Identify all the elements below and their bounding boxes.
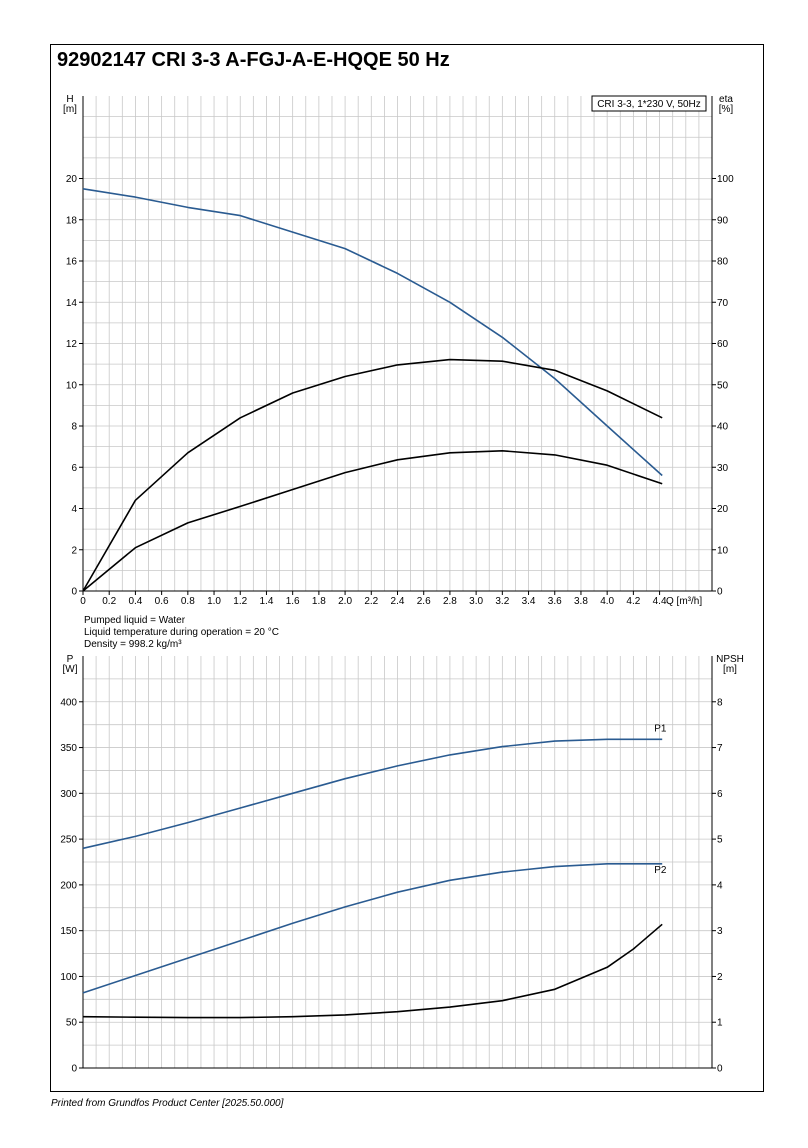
y-tick-label-left: 350: [60, 743, 77, 754]
y-tick-label-left: 400: [60, 697, 77, 708]
y-tick-label-left: 300: [60, 789, 77, 800]
x-axis-title: Q [m³/h]: [666, 596, 702, 607]
x-tick-label: 2.2: [364, 596, 378, 607]
y-tick-label-left: 150: [60, 926, 77, 937]
y-axis-unit-right: [m]: [723, 664, 737, 675]
y-tick-label-right: 60: [717, 339, 729, 350]
y-tick-label-left: 50: [66, 1018, 78, 1029]
y-tick-label-left: 12: [66, 339, 78, 350]
x-tick-label: 4.0: [600, 596, 614, 607]
y-tick-label-left: 10: [66, 380, 78, 391]
y-tick-label-right: 30: [717, 463, 729, 474]
x-tick-label: 1.2: [233, 596, 247, 607]
y-tick-label-left: 20: [66, 174, 78, 185]
y-tick-label-right: 40: [717, 422, 729, 433]
y-axis-unit-left: [W]: [63, 664, 78, 675]
y-tick-label-right: 70: [717, 298, 729, 309]
y-tick-label-left: 200: [60, 880, 77, 891]
y-tick-label-left: 6: [71, 463, 77, 474]
x-tick-label: 0: [80, 596, 86, 607]
x-tick-label: 3.0: [469, 596, 483, 607]
y-tick-label-left: 16: [66, 257, 78, 268]
y-tick-label-right: 7: [717, 743, 723, 754]
x-tick-label: 0.8: [181, 596, 195, 607]
y-axis-unit-right: [%]: [719, 104, 734, 115]
y-tick-label-right: 10: [717, 545, 729, 556]
chart-panel-2: 050100150200250300350400012345678P[W]NPS…: [60, 654, 744, 1075]
series-line-eta: [83, 360, 662, 591]
y-tick-label-left: 100: [60, 972, 77, 983]
x-tick-label: 2.4: [391, 596, 405, 607]
x-tick-label: 0.6: [155, 596, 169, 607]
y-tick-label-left: 2: [71, 545, 77, 556]
x-tick-label: 2.0: [338, 596, 352, 607]
y-tick-label-left: 250: [60, 835, 77, 846]
series-line-p2: [83, 864, 662, 993]
y-tick-label-left: 4: [71, 504, 77, 515]
y-tick-label-right: 3: [717, 926, 723, 937]
footer-text: Printed from Grundfos Product Center [20…: [51, 1098, 283, 1109]
y-tick-label-right: 0: [717, 1064, 723, 1075]
note-line: Pumped liquid = Water: [84, 615, 186, 626]
note-line: Density = 998.2 kg/m³: [84, 639, 182, 650]
y-tick-label-left: 18: [66, 215, 78, 226]
y-tick-label-right: 20: [717, 504, 729, 515]
series-line-p1: [83, 739, 662, 848]
y-tick-label-left: 0: [71, 1064, 77, 1075]
y-tick-label-left: 14: [66, 298, 78, 309]
x-tick-label: 1.8: [312, 596, 326, 607]
x-tick-label: 0.4: [128, 596, 142, 607]
series-label-p1: P1: [654, 723, 667, 734]
series-line-npsh: [83, 924, 662, 1017]
x-tick-label: 3.6: [548, 596, 562, 607]
x-tick-label: 4.2: [626, 596, 640, 607]
x-tick-label: 3.2: [495, 596, 509, 607]
y-tick-label-right: 5: [717, 835, 723, 846]
chart-panel-1: 024681012141618200102030405060708090100H…: [63, 94, 734, 607]
y-tick-label-right: 80: [717, 257, 729, 268]
x-tick-label: 2.6: [417, 596, 431, 607]
y-tick-label-right: 6: [717, 789, 723, 800]
y-tick-label-right: 8: [717, 697, 723, 708]
y-tick-label-left: 8: [71, 422, 77, 433]
series-line-h: [83, 189, 662, 476]
y-tick-label-left: 0: [71, 587, 77, 598]
y-tick-label-right: 100: [717, 174, 734, 185]
x-tick-label: 1.4: [260, 596, 274, 607]
x-tick-label: 1.6: [286, 596, 300, 607]
x-tick-label: 2.8: [443, 596, 457, 607]
y-tick-label-right: 0: [717, 587, 723, 598]
y-axis-unit-left: [m]: [63, 104, 77, 115]
x-tick-label: 0.2: [102, 596, 116, 607]
legend-box-label: CRI 3-3, 1*230 V, 50Hz: [597, 99, 701, 110]
y-tick-label-right: 1: [717, 1018, 723, 1029]
y-tick-label-right: 4: [717, 880, 723, 891]
series-line-eta-pump: [83, 451, 662, 591]
y-tick-label-right: 90: [717, 215, 729, 226]
x-tick-label: 1.0: [207, 596, 221, 607]
series-label-p2: P2: [654, 865, 667, 876]
x-tick-label: 4.4: [653, 596, 667, 607]
y-tick-label-right: 2: [717, 972, 723, 983]
x-tick-label: 3.8: [574, 596, 588, 607]
y-tick-label-right: 50: [717, 380, 729, 391]
note-line: Liquid temperature during operation = 20…: [84, 627, 279, 638]
x-tick-label: 3.4: [522, 596, 536, 607]
